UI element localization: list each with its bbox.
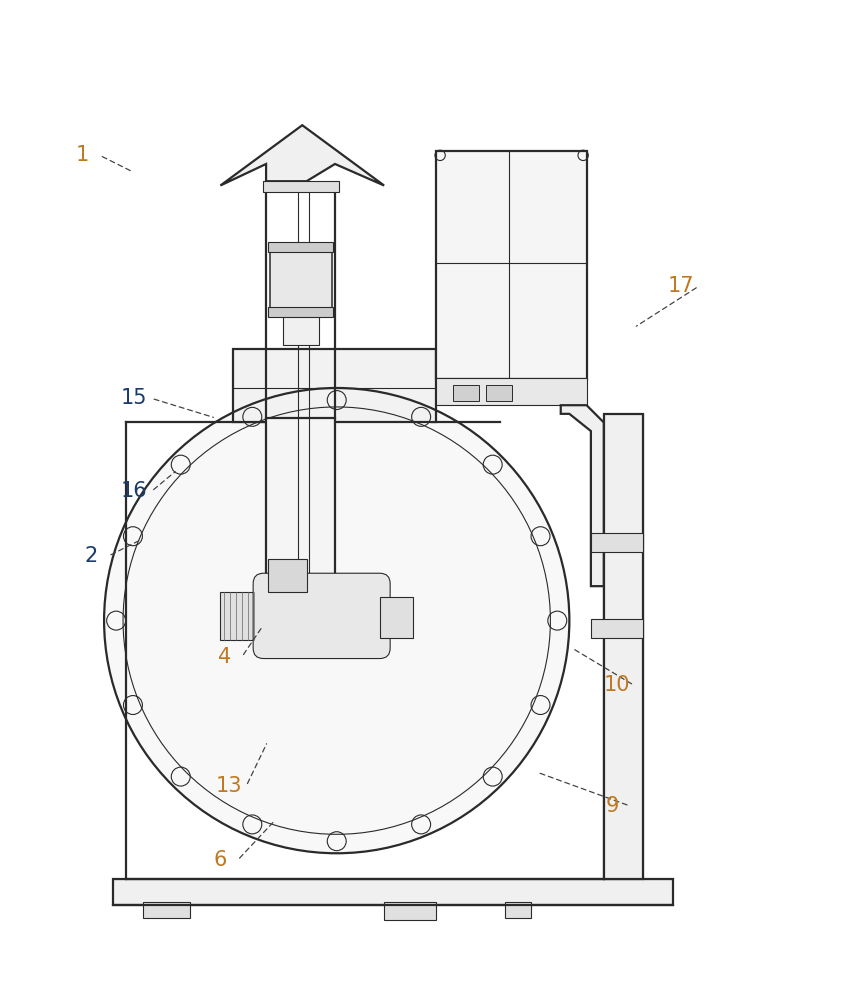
Bar [268, 559, 306, 592]
Text: 17: 17 [668, 276, 695, 296]
Bar [591, 619, 643, 638]
Bar [505, 902, 531, 918]
Bar [233, 349, 436, 422]
Bar [283, 310, 319, 345]
Text: 16: 16 [121, 481, 148, 501]
Bar [113, 879, 673, 905]
Bar [436, 378, 587, 405]
Bar [268, 307, 333, 317]
Bar [266, 418, 335, 629]
Polygon shape [561, 405, 604, 586]
Bar [486, 385, 512, 401]
Text: 2: 2 [85, 546, 98, 566]
FancyBboxPatch shape [253, 573, 390, 659]
Polygon shape [220, 125, 384, 186]
Bar [143, 902, 190, 918]
Text: 10: 10 [603, 675, 630, 695]
Text: 4: 4 [218, 647, 231, 667]
Bar [268, 242, 333, 252]
Text: 6: 6 [214, 850, 227, 870]
Bar [269, 248, 331, 310]
Bar [220, 592, 261, 640]
Bar [436, 151, 587, 379]
Text: 1: 1 [76, 145, 89, 165]
Bar [380, 597, 413, 638]
Text: 15: 15 [121, 388, 148, 408]
Bar [384, 902, 436, 920]
Text: 13: 13 [216, 776, 243, 796]
Bar [453, 385, 479, 401]
Bar [591, 533, 643, 552]
Bar [263, 181, 339, 192]
Text: 9: 9 [606, 796, 619, 816]
Circle shape [104, 388, 570, 853]
Bar [604, 414, 643, 879]
